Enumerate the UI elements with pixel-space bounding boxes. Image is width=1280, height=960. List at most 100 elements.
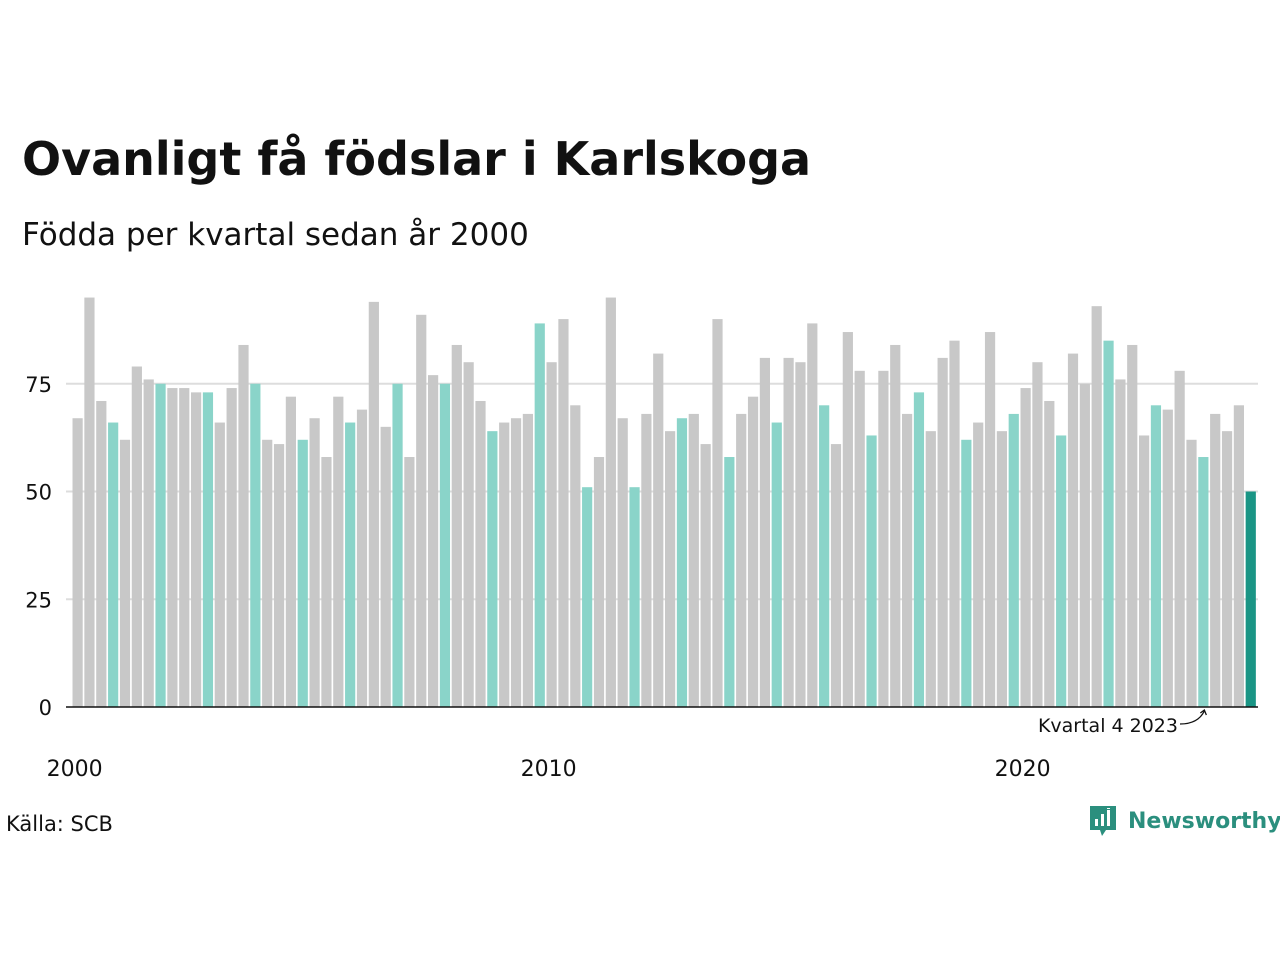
bar-2006-q4	[392, 383, 403, 707]
bar-2023-q2	[1174, 370, 1185, 707]
annotation-label: Kvartal 4 2023	[1038, 715, 1178, 737]
bar-2022-q1	[1115, 379, 1126, 707]
bar-2017-q3	[902, 413, 913, 707]
bar-2011-q3	[617, 418, 628, 707]
bar-2000-q4	[108, 422, 119, 707]
bar-2005-q1	[309, 418, 320, 707]
bar-2003-q4	[250, 383, 261, 707]
bar-2008-q4	[487, 431, 498, 707]
bar-2003-q1	[214, 422, 225, 707]
bar-2023-q3	[1186, 439, 1197, 707]
y-tick-label-0: 0	[39, 696, 52, 720]
bar-2007-q3	[428, 375, 439, 707]
bar-2005-q4	[345, 422, 356, 707]
bar-2023-q4	[1198, 457, 1209, 707]
bar-2006-q1	[356, 409, 368, 707]
annotation-arrowhead	[1199, 708, 1207, 716]
bar-2019-q4	[1008, 413, 1019, 707]
bar-2011-q2	[605, 297, 616, 707]
bar-2011-q4	[629, 487, 640, 707]
bar-2012-q4	[676, 418, 688, 707]
bar-2000-q3	[96, 400, 107, 707]
bar-2001-q3	[143, 379, 154, 707]
bar-2020-q3	[1044, 400, 1055, 707]
bar-2009-q3	[522, 413, 533, 707]
bar-2002-q4	[202, 392, 214, 707]
bar-2008-q2	[463, 362, 474, 707]
y-tick-label-50: 50	[25, 481, 52, 505]
bar-2013-q4	[724, 457, 735, 707]
bar-2009-q2	[510, 418, 522, 707]
bar-2017-q1	[878, 370, 889, 707]
bar-2004-q2	[273, 444, 285, 707]
bar-2001-q4	[155, 383, 166, 707]
bar-2024-q3	[1233, 405, 1244, 707]
bar-2015-q4	[819, 405, 830, 707]
bar-2018-q3	[949, 340, 960, 707]
bar-2010-q1	[546, 362, 557, 707]
bar-2022-q3	[1139, 435, 1150, 707]
bar-2002-q3	[191, 392, 202, 707]
bar-2013-q1	[688, 413, 699, 707]
bar-2024-q2	[1221, 431, 1233, 707]
bar-2024-q4	[1245, 491, 1256, 707]
bar-2015-q2	[795, 362, 806, 707]
bar-2019-q2	[984, 332, 996, 707]
bar-2013-q3	[712, 319, 723, 707]
bar-2021-q1	[1067, 353, 1079, 707]
bar-2020-q1	[1020, 388, 1031, 707]
x-tick-label-2020: 2020	[995, 757, 1051, 782]
bar-2000-q2	[84, 297, 95, 707]
bar-2018-q1	[925, 431, 936, 707]
bar-2004-q3	[285, 396, 296, 707]
bar-2024-q1	[1210, 413, 1221, 707]
bar-2005-q2	[321, 457, 332, 707]
bar-2003-q3	[238, 344, 249, 707]
x-tick-label-2000: 2000	[47, 757, 103, 782]
bar-2004-q1	[262, 439, 273, 707]
bar-2022-q2	[1127, 344, 1138, 707]
bar-2016-q3	[854, 370, 865, 707]
bar-2016-q1	[830, 444, 842, 707]
bar-chart: 0 25 50 75 2000 2010 2020 Kvartal 4 2023	[25, 297, 1258, 782]
bar-2017-q4	[913, 392, 925, 707]
brand-logo: Newsworthy	[1088, 804, 1280, 838]
bar-2001-q2	[131, 366, 142, 707]
bar-2010-q2	[558, 319, 569, 707]
bar-2021-q3	[1091, 306, 1102, 707]
bar-2006-q2	[368, 301, 379, 707]
bar-2009-q1	[499, 422, 510, 707]
bar-2014-q4	[771, 422, 782, 707]
bar-2016-q2	[842, 332, 853, 707]
bar-2018-q2	[937, 357, 948, 707]
source-note: Källa: SCB	[6, 812, 113, 836]
bar-2012-q2	[653, 353, 664, 707]
bar-2010-q3	[570, 405, 581, 707]
bar-2013-q2	[700, 444, 711, 707]
y-tick-label-25: 25	[25, 588, 52, 612]
bar-2007-q2	[416, 314, 427, 707]
bar-2010-q4	[582, 487, 593, 707]
bar-2020-q2	[1032, 362, 1043, 707]
bar-2000-q1	[72, 418, 83, 707]
bar-2021-q2	[1079, 383, 1090, 707]
brand-name: Newsworthy	[1128, 808, 1280, 834]
bar-2019-q3	[996, 431, 1007, 707]
bar-2014-q3	[759, 357, 770, 707]
chart-title: Ovanligt få födslar i Karlskoga	[22, 132, 812, 186]
bar-2011-q1	[593, 457, 605, 707]
bar-2007-q4	[439, 383, 451, 707]
bar-2008-q1	[451, 344, 462, 707]
bar-2003-q2	[226, 388, 237, 707]
bar-2021-q4	[1103, 340, 1114, 707]
bar-2009-q4	[534, 323, 545, 707]
y-tick-label-75: 75	[25, 373, 52, 397]
bar-2004-q4	[297, 439, 308, 707]
newsworthy-logo-icon	[1090, 806, 1116, 836]
bar-2019-q1	[973, 422, 984, 707]
bar-2006-q3	[380, 426, 391, 707]
bar-2012-q1	[641, 413, 652, 707]
bar-2012-q3	[665, 431, 676, 707]
bar-2008-q3	[475, 400, 486, 707]
bar-2002-q1	[167, 388, 178, 707]
